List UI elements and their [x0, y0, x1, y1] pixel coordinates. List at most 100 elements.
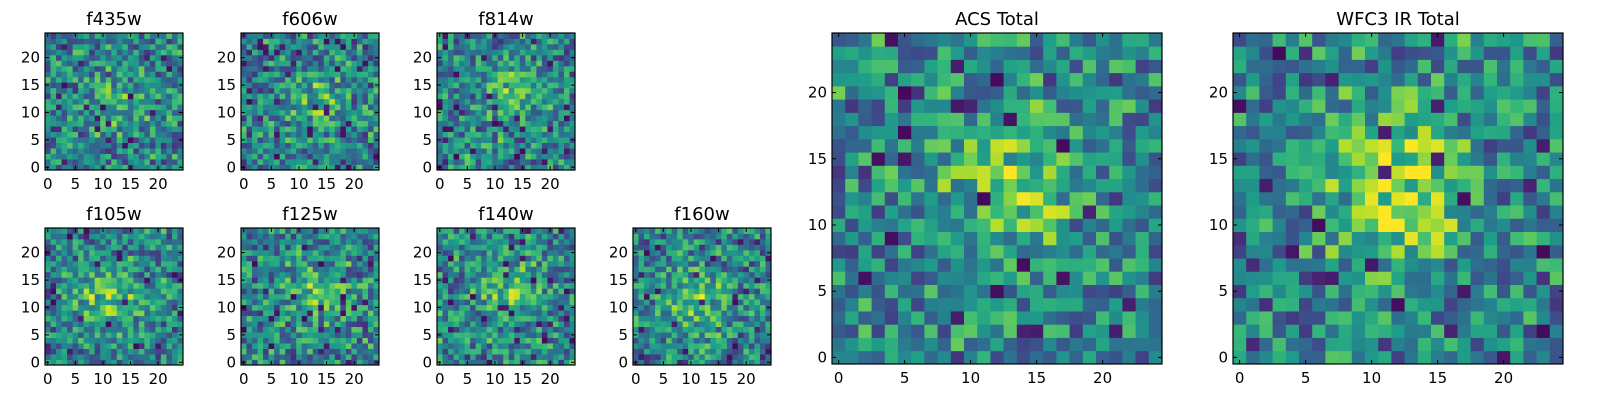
- heatmap-cell: [367, 288, 374, 295]
- heatmap-cell: [525, 249, 532, 256]
- heatmap-cell: [699, 337, 706, 344]
- heatmap-cell: [911, 165, 925, 180]
- heatmap-cell: [351, 137, 358, 143]
- heatmap-cell: [990, 284, 1004, 299]
- heatmap-cell: [241, 120, 247, 127]
- heatmap-cell: [644, 299, 650, 306]
- heatmap-cell: [552, 164, 559, 171]
- heatmap-cell: [737, 288, 744, 295]
- heatmap-cell: [67, 260, 73, 267]
- heatmap-cell: [547, 115, 554, 122]
- heatmap-cell: [990, 218, 1004, 232]
- heatmap-cell: [530, 299, 537, 306]
- heatmap-cell: [950, 205, 965, 219]
- heatmap-cell: [470, 54, 477, 61]
- heatmap-cell: [334, 293, 341, 300]
- heatmap-cell: [475, 71, 482, 78]
- heatmap-cell: [166, 159, 173, 165]
- heatmap-cell: [464, 137, 471, 143]
- heatmap-cell: [743, 282, 750, 289]
- heatmap-cell: [558, 249, 565, 256]
- heatmap-cell: [704, 343, 711, 349]
- heatmap-cell: [503, 137, 510, 143]
- heatmap-cell: [133, 65, 140, 72]
- heatmap-cell: [373, 244, 380, 251]
- heatmap-cell: [345, 321, 352, 328]
- heatmap-cell: [541, 288, 548, 295]
- heatmap-cell: [105, 271, 112, 278]
- heatmap-cell: [345, 93, 352, 100]
- heatmap-cell: [558, 255, 565, 262]
- heatmap-cell: [301, 343, 308, 349]
- heatmap-cell: [171, 299, 178, 306]
- heatmap-cell: [470, 71, 477, 78]
- heatmap-cell: [514, 87, 521, 94]
- heatmap-cell: [503, 142, 510, 149]
- heatmap-cell: [569, 354, 576, 360]
- heatmap-cell: [127, 326, 134, 333]
- heatmap-cell: [459, 348, 465, 355]
- heatmap-cell: [138, 238, 145, 245]
- heatmap-cell: [263, 282, 269, 289]
- heatmap-cell: [693, 326, 700, 333]
- heatmap-cell: [89, 244, 96, 251]
- heatmap-cell: [710, 233, 717, 240]
- heatmap-cell: [514, 277, 521, 284]
- heatmap-cell: [633, 233, 639, 240]
- heatmap-cell: [94, 299, 101, 306]
- heatmap-cell: [105, 304, 112, 311]
- heatmap-cell: [492, 332, 499, 338]
- heatmap-cell: [290, 98, 297, 105]
- heatmap-cell: [257, 233, 264, 240]
- heatmap-cell: [373, 148, 380, 154]
- heatmap-cell: [497, 98, 504, 105]
- heatmap-cell: [858, 152, 872, 166]
- heatmap-cell: [655, 354, 661, 360]
- heatmap-cell: [116, 142, 123, 149]
- heatmap-cell: [149, 326, 156, 333]
- heatmap-cell: [116, 255, 123, 262]
- heatmap-cell: [977, 324, 991, 338]
- heatmap-cell: [50, 43, 57, 50]
- heatmap-cell: [111, 137, 118, 143]
- heatmap-cell: [858, 178, 872, 193]
- heatmap-cell: [644, 282, 650, 289]
- heatmap-cell: [884, 218, 899, 232]
- heatmap-cell: [133, 164, 140, 171]
- heatmap-cell: [638, 271, 645, 278]
- heatmap-cell: [78, 60, 85, 67]
- heatmap-cell: [569, 153, 576, 160]
- heatmap-cell: [155, 271, 162, 278]
- heatmap-cell: [100, 82, 107, 89]
- heatmap-cell: [356, 321, 363, 328]
- heatmap-cell: [318, 153, 325, 160]
- heatmap-cell: [149, 120, 156, 127]
- heatmap-cell: [133, 271, 140, 278]
- heatmap-cell: [72, 71, 79, 78]
- heatmap-cell: [765, 266, 772, 273]
- axes-frame: [436, 227, 576, 366]
- heatmap-cell: [116, 233, 123, 240]
- heatmap-cell: [644, 233, 650, 240]
- heatmap-cell: [671, 337, 678, 344]
- heatmap-cell: [649, 354, 656, 360]
- heatmap-cell: [536, 293, 543, 300]
- heatmap-cell: [160, 54, 167, 61]
- heatmap-cell: [671, 343, 678, 349]
- heatmap-cell: [486, 315, 493, 322]
- heatmap-cell: [177, 71, 184, 78]
- heatmap-cell: [569, 337, 576, 344]
- heatmap-cell: [127, 65, 134, 72]
- heatmap-cell: [715, 271, 722, 278]
- heatmap-cell: [166, 304, 173, 311]
- heatmap-cell: [514, 233, 521, 240]
- heatmap-cell: [50, 153, 57, 160]
- heatmap-cell: [950, 324, 965, 338]
- heatmap-cell: [558, 244, 565, 251]
- heatmap-cell: [307, 266, 314, 273]
- heatmap-cell: [950, 218, 965, 232]
- x-tick-label: 10: [93, 370, 112, 388]
- heatmap-cell: [514, 159, 521, 165]
- heatmap-cell: [285, 98, 292, 105]
- heatmap-cell: [105, 115, 112, 122]
